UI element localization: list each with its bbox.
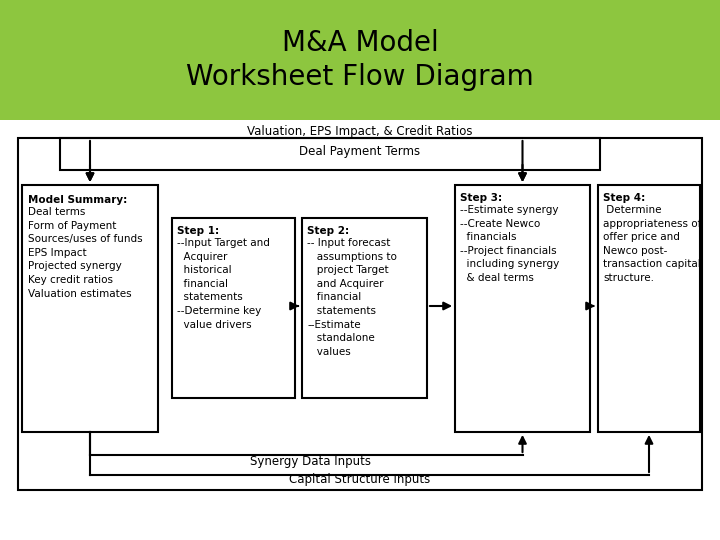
Text: Capital Structure Inputs: Capital Structure Inputs — [289, 474, 431, 487]
Text: Valuation, EPS Impact, & Credit Ratios: Valuation, EPS Impact, & Credit Ratios — [247, 125, 473, 138]
Text: Step 1:: Step 1: — [177, 226, 219, 236]
Text: Synergy Data Inputs: Synergy Data Inputs — [250, 456, 371, 469]
Text: Deal terms
Form of Payment
Sources/uses of funds
EPS Impact
Projected synergy
Ke: Deal terms Form of Payment Sources/uses … — [28, 207, 143, 299]
Text: --Estimate synergy
--Create Newco
  financials
--Project financials
  including : --Estimate synergy --Create Newco financ… — [460, 205, 559, 283]
Text: Model Summary:: Model Summary: — [28, 195, 127, 205]
Bar — [455, 185, 590, 432]
Bar — [22, 185, 158, 432]
Text: Determine
appropriateness of
offer price and
Newco post-
transaction capital
str: Determine appropriateness of offer price… — [603, 205, 701, 283]
Text: Step 4:: Step 4: — [603, 193, 645, 203]
Bar — [598, 185, 700, 432]
Bar — [172, 218, 295, 398]
Text: Deal Payment Terms: Deal Payment Terms — [300, 145, 420, 159]
Bar — [0, 0, 720, 120]
Bar — [302, 218, 427, 398]
Bar — [60, 138, 600, 170]
Text: -- Input forecast
   assumptions to
   project Target
   and Acquirer
   financi: -- Input forecast assumptions to project… — [307, 238, 397, 357]
Text: --Input Target and
  Acquirer
  historical
  financial
  statements
--Determine : --Input Target and Acquirer historical f… — [177, 238, 270, 329]
Text: Step 2:: Step 2: — [307, 226, 349, 236]
Bar — [18, 138, 702, 490]
Text: Step 3:: Step 3: — [460, 193, 502, 203]
Text: M&A Model
Worksheet Flow Diagram: M&A Model Worksheet Flow Diagram — [186, 29, 534, 91]
